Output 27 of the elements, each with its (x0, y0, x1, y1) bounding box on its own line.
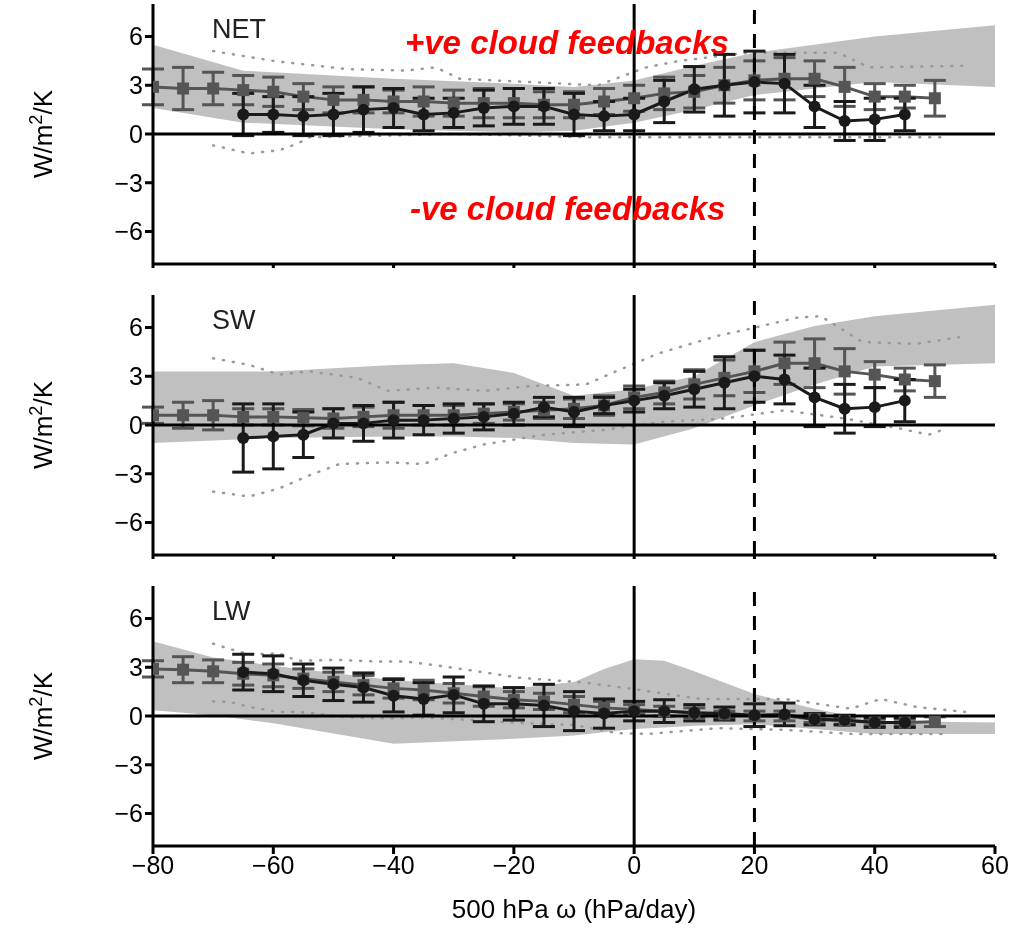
x-tick-label: 0 (627, 850, 642, 879)
x-tick-label: −20 (492, 850, 536, 879)
chart-title: SW (212, 305, 256, 336)
y-tick-label: −6 (114, 217, 143, 246)
x-tick-label: 20 (740, 850, 769, 879)
y-tick-label: −3 (114, 168, 143, 197)
y-tick-label: 0 (129, 701, 143, 730)
x-tick-label: 40 (860, 850, 889, 879)
chart-title: NET (212, 14, 266, 45)
y-tick-label: −3 (114, 750, 143, 779)
x-axis-title: 500 hPa ω (hPa/day) (451, 894, 697, 924)
x-tick-label: −40 (372, 850, 415, 879)
y-tick-label: −6 (114, 508, 143, 537)
chart-title: LW (212, 596, 251, 627)
y-tick-label: 3 (129, 362, 143, 391)
y-tick-label: 3 (129, 71, 143, 100)
y-tick-label: 6 (129, 604, 143, 633)
y-tick-label: 0 (129, 119, 143, 148)
x-tick-label: 60 (981, 850, 1009, 879)
y-tick-label: 6 (129, 22, 143, 51)
x-tick-label: −80 (131, 850, 175, 879)
y-tick-label: −6 (114, 799, 143, 828)
y-tick-label: −3 (114, 459, 143, 488)
y-tick-label: 6 (129, 313, 143, 342)
y-tick-label: 0 (129, 410, 143, 439)
y-tick-label: 3 (129, 653, 143, 682)
x-tick-label: −60 (252, 850, 295, 879)
